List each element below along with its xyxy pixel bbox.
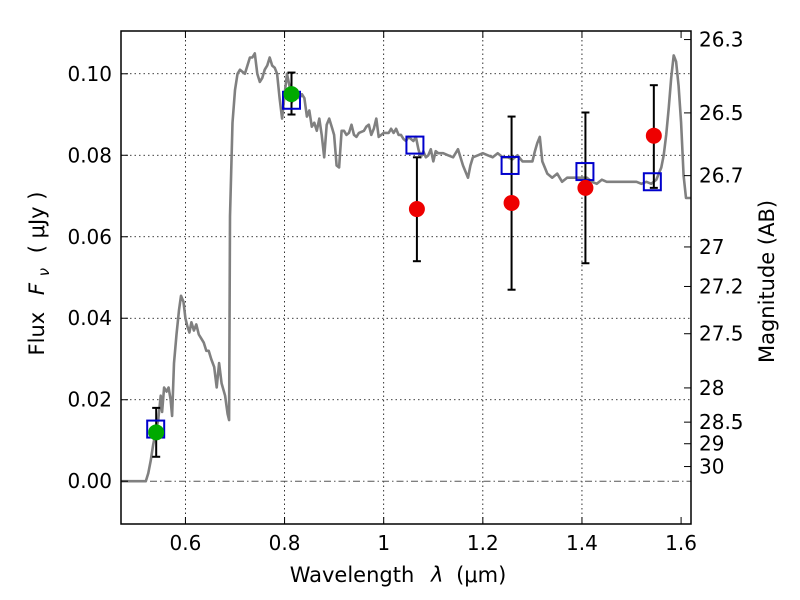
y-tick-label: 0.06 [67,225,112,249]
grid [121,31,691,524]
synthetic-photometry-square [500,155,520,175]
ticks: 0.6 0.8 1 1.2 1.4 1.6 0.00 0.02 0.04 0.06 0.08 0.10… [67,28,743,555]
y2-tick-label: 27 [699,235,724,259]
y2-tick-label: 26.5 [699,101,744,125]
x-tick-label: 0.6 [170,531,202,555]
detection-point [148,424,165,441]
x-axis-label-units: (μm) [456,563,506,587]
x-axis-label-prefix: Wavelength [290,563,415,587]
y2-tick-label: 26.3 [699,28,744,52]
synthetic-photometry-square [405,135,425,155]
x-tick-label: 1.6 [665,531,697,555]
x-axis-label: Wavelength λ (μm) [290,563,507,587]
x-tick-label: 0.8 [269,531,301,555]
y-axis-label: Flux F ν ( μJy ) [25,192,54,356]
y-tick-label: 0.10 [67,62,112,86]
x-tick-label: 1 [377,531,390,555]
model-spectrum-layer [121,52,691,483]
y-axis-label-prefix: Flux [25,312,49,356]
y2-tick-label: 26.7 [699,164,744,188]
y2-tick-label: 28.5 [699,410,744,434]
y-tick-label: 0.08 [67,143,112,167]
y2-tick-label: 27.2 [699,274,744,298]
x-axis-label-symbol: λ [430,563,443,587]
y-tick-label: 0.04 [67,306,112,330]
y-axis-label-units: ( μJy ) [25,192,49,254]
plot-frame [120,30,692,525]
measurement-point [408,201,425,218]
x-tick-label: 1.4 [566,531,598,555]
y2-tick-label: 27.5 [699,322,744,346]
y-tick-label: 0.00 [67,469,112,493]
measurement-point [645,127,662,144]
measurement-point [577,179,594,196]
y2-tick-label: 29 [699,432,724,456]
y2-tick-label: 28 [699,376,724,400]
model-spectrum-line [121,52,691,483]
detection-point [283,86,300,103]
measurement-point [503,194,520,211]
measurement-layer [148,86,662,441]
synthetic-photometry-square [642,172,662,192]
y-axis-label-symbol: F [25,282,49,295]
y2-tick-label: 30 [699,455,724,479]
synthetic-photometry-layer [146,90,662,439]
y-axis-label-subscript: ν [35,268,53,276]
x-tick-label: 1.2 [467,531,499,555]
y2-axis-label: Magnitude (AB) [755,200,779,363]
y-tick-label: 0.02 [67,388,112,412]
